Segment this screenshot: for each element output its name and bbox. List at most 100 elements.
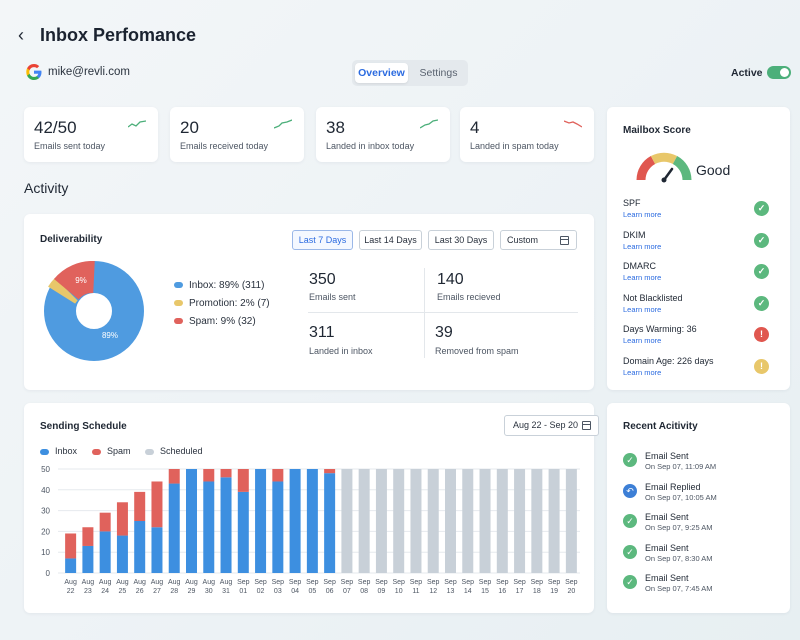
legend-inbox: Inbox: 89% (311) [174, 280, 264, 291]
kpi-value-landed-inbox: 311 [309, 324, 335, 341]
check-dkim: DKIM [623, 229, 646, 240]
learn-more-link[interactable]: Learn more [623, 304, 662, 314]
learn-more-link[interactable]: Learn more [623, 241, 662, 251]
bar-inbox [237, 491, 249, 573]
sending-schedule-title: Sending Schedule [40, 421, 127, 432]
status-warning-icon: ! [754, 358, 769, 374]
y-tick-label: 30 [41, 507, 50, 516]
x-tick-day: 18 [533, 588, 541, 595]
x-tick-day: 25 [119, 588, 127, 595]
trend-up-icon [128, 120, 146, 128]
legend-label: Inbox [55, 446, 78, 456]
check-domain-age-226-days: Domain Age: 226 days [623, 355, 714, 366]
bar-inbox [134, 521, 146, 573]
y-tick-label: 40 [41, 486, 50, 495]
x-tick-month: Sep [358, 579, 371, 586]
x-tick-month: Aug [203, 579, 216, 586]
trend-down-icon [564, 120, 582, 128]
check-spf: SPF [623, 198, 641, 208]
x-tick-month: Aug [82, 579, 95, 586]
legend-swatch [92, 448, 101, 455]
x-tick-day: 02 [257, 588, 265, 595]
learn-more-link[interactable]: Learn more [623, 336, 662, 345]
bar-scheduled [531, 469, 543, 573]
x-tick-day: 03 [274, 588, 282, 595]
sent-check-icon: ✓ [623, 514, 637, 528]
range-last-7-days-button[interactable]: Last 7 Days [292, 230, 353, 250]
x-tick-month: Sep [392, 579, 405, 586]
y-tick-label: 0 [46, 569, 51, 578]
y-tick-label: 50 [41, 465, 50, 474]
stat-value: 4 [470, 118, 480, 137]
x-tick-month: Sep [237, 579, 250, 586]
x-tick-month: Aug [64, 579, 77, 586]
kpi-label-emails-sent: Emails sent [309, 292, 356, 302]
legend-label: Spam: 9% (32) [189, 316, 256, 327]
bar-inbox [168, 483, 180, 573]
x-tick-day: 23 [84, 588, 92, 595]
bar-scheduled [479, 469, 491, 573]
tab-overview[interactable]: Overview [355, 63, 408, 83]
account-email: mike@revli.com [48, 66, 130, 78]
bar-inbox [203, 481, 215, 573]
x-tick-month: Aug [220, 579, 233, 586]
recent-activity-card: Recent Acitivity ✓ Email Sent On Sep 07, 1… [607, 403, 790, 613]
range-last-30-days-button[interactable]: Last 30 Days [428, 230, 494, 250]
x-tick-day: 28 [170, 588, 178, 595]
donut-label-inbox: 89% [102, 331, 118, 340]
bar-spam [134, 491, 146, 521]
stat-card-landed-spam: 4 Landed in spam today [460, 107, 594, 162]
legend-label: Inbox: 89% (311) [189, 280, 265, 291]
legend-label: Promotion: 2% (7) [189, 298, 270, 309]
learn-more-link[interactable]: Learn more [623, 210, 662, 219]
score-rating: Good [696, 162, 731, 178]
score-gauge [636, 152, 692, 183]
bar-spam [65, 533, 77, 559]
x-tick-day: 04 [291, 588, 299, 595]
x-tick-day: 11 [412, 588, 419, 595]
check-days-warming-36: Days Warming: 36 [623, 324, 697, 334]
x-tick-month: Aug [99, 579, 112, 586]
check-dmarc: DMARC [623, 261, 656, 271]
active-label: Active [731, 67, 763, 79]
stat-label: Landed in spam today [470, 141, 559, 151]
stat-label: Emails received today [180, 141, 269, 151]
legend-spam: Spam: 9% (32) [174, 316, 256, 327]
x-tick-day: 24 [101, 588, 109, 595]
x-tick-month: Sep [427, 579, 440, 586]
tab-settings[interactable]: Settings [419, 67, 458, 79]
legend-promotion: Promotion: 2% (7) [174, 298, 270, 309]
schedule-date-range-button[interactable]: Aug 22 - Sep 20 [504, 415, 599, 436]
active-toggle[interactable] [767, 66, 791, 79]
activity-title: Email Replied [645, 481, 701, 492]
schedule-legend-spam: Spam [92, 446, 131, 456]
learn-more-link[interactable]: Learn more [623, 273, 662, 282]
gauge-arc-green [672, 156, 692, 181]
google-logo-icon [26, 64, 42, 80]
bar-inbox [272, 481, 284, 573]
legend-swatch [174, 300, 183, 307]
back-chevron-icon[interactable]: ‹ [18, 25, 24, 45]
x-tick-day: 29 [188, 588, 196, 595]
x-tick-day: 08 [360, 588, 368, 595]
bar-spam [168, 469, 180, 484]
learn-more-link[interactable]: Learn more [623, 367, 662, 377]
bar-scheduled [496, 469, 508, 573]
donut-slice-spam [54, 261, 95, 301]
bar-spam [116, 502, 128, 536]
bar-inbox [65, 558, 77, 573]
bar-scheduled [514, 469, 526, 573]
activity-time: On Sep 07, 9:25 AM [645, 523, 713, 532]
sent-check-icon: ✓ [623, 544, 637, 559]
range-custom-button[interactable]: Custom [500, 230, 577, 250]
x-tick-month: Sep [410, 579, 423, 586]
kpi-divider-vertical [424, 268, 425, 358]
x-tick-day: 16 [498, 588, 506, 595]
kpi-label-removed-spam: Removed from spam [435, 346, 519, 356]
range-last-14-days-button[interactable]: Last 14 Days [359, 230, 422, 250]
bar-scheduled [548, 469, 560, 573]
bar-spam [324, 469, 336, 474]
x-tick-day: 30 [205, 588, 213, 595]
x-tick-month: Sep [565, 579, 578, 586]
bar-inbox [186, 469, 197, 573]
